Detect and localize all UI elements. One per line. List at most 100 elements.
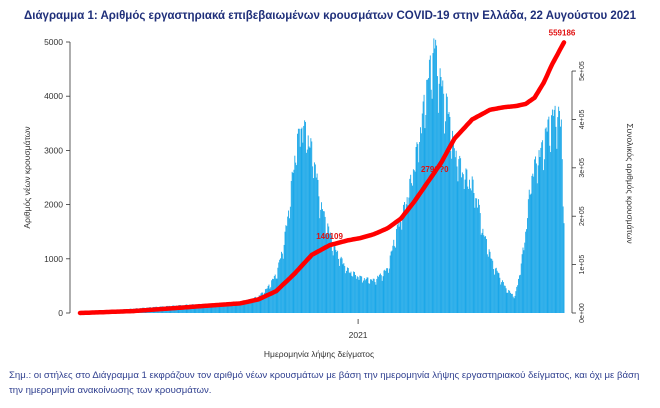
bar [231,303,232,313]
bar [516,286,518,313]
bar [450,150,452,313]
bar [227,304,229,313]
bar [265,288,267,313]
bar [229,302,231,313]
bar [318,196,320,313]
bar [225,303,227,313]
bar [412,169,414,313]
bar [410,174,412,313]
bar [199,304,201,313]
bar [412,185,413,313]
bar [470,190,472,313]
bar [226,304,228,313]
bar [346,267,348,313]
bar [397,223,399,313]
bar [209,303,211,313]
bar [481,232,483,313]
bar [466,169,468,313]
bar [544,128,546,313]
bar [294,155,296,313]
bar [537,165,539,313]
bar [299,146,301,313]
bar [248,299,249,313]
bar [473,193,475,313]
bar [418,162,420,313]
bar [386,268,388,313]
bar [333,244,335,313]
bar [458,159,460,313]
bar [394,246,396,313]
bar [444,133,446,313]
bar [313,178,314,313]
bar [363,278,365,313]
bar [355,278,357,313]
bar [541,142,543,313]
axes: 0 1000 2000 3000 4000 5000 0e+00 1e+05 2e+05 3e+0… [22,37,635,359]
bar [513,298,515,313]
bar [377,275,379,313]
bar [401,229,403,313]
line-annotation: 559186 [549,28,576,37]
bar [256,299,258,313]
x-tick-label: 2021 [349,330,368,340]
bar [483,235,485,313]
bar [443,93,445,313]
bar [499,277,501,313]
bar [315,177,317,313]
x-axis-label: Ημερομηνία λήψης δείγματος [264,349,374,359]
bar [413,170,415,313]
bar [467,186,469,313]
bar [258,295,260,313]
bar [385,271,387,313]
bar [253,298,255,313]
bar [309,147,311,313]
bar [497,272,499,313]
bar [251,298,253,313]
bar [254,297,256,313]
bar [551,109,553,313]
bar [474,207,476,313]
bar [389,255,391,313]
bar [440,77,442,313]
bar [220,305,222,313]
bar [543,159,545,313]
bar [262,292,264,313]
bar [535,156,536,313]
bar [538,150,540,313]
bar [447,114,449,314]
bar [375,284,377,313]
bar [471,176,473,313]
bar [343,263,345,313]
bar [480,234,482,313]
bar [208,303,210,313]
bar [546,131,548,313]
bar [455,150,457,313]
bar [427,79,429,313]
bar [381,280,383,313]
bar [203,304,205,313]
bar [207,305,208,313]
bar [535,163,537,313]
bar [539,157,541,313]
bar [477,199,479,313]
bar [310,138,312,313]
line-annotations: 140109 279??0 559186 [316,28,576,241]
bar [402,215,404,313]
bar [214,305,216,313]
bar [508,289,510,313]
bar [452,130,454,313]
bar [416,142,418,313]
bar [240,302,242,313]
bar [221,303,223,313]
bar [442,80,444,313]
bar [547,119,549,313]
bar [215,303,217,313]
bar [285,225,287,313]
bar [438,83,440,313]
bar [530,193,532,313]
bar [554,105,556,313]
y2-tick-label: 4e+05 [579,109,586,129]
bar [454,157,456,313]
bar [356,276,358,313]
bar [257,297,259,313]
